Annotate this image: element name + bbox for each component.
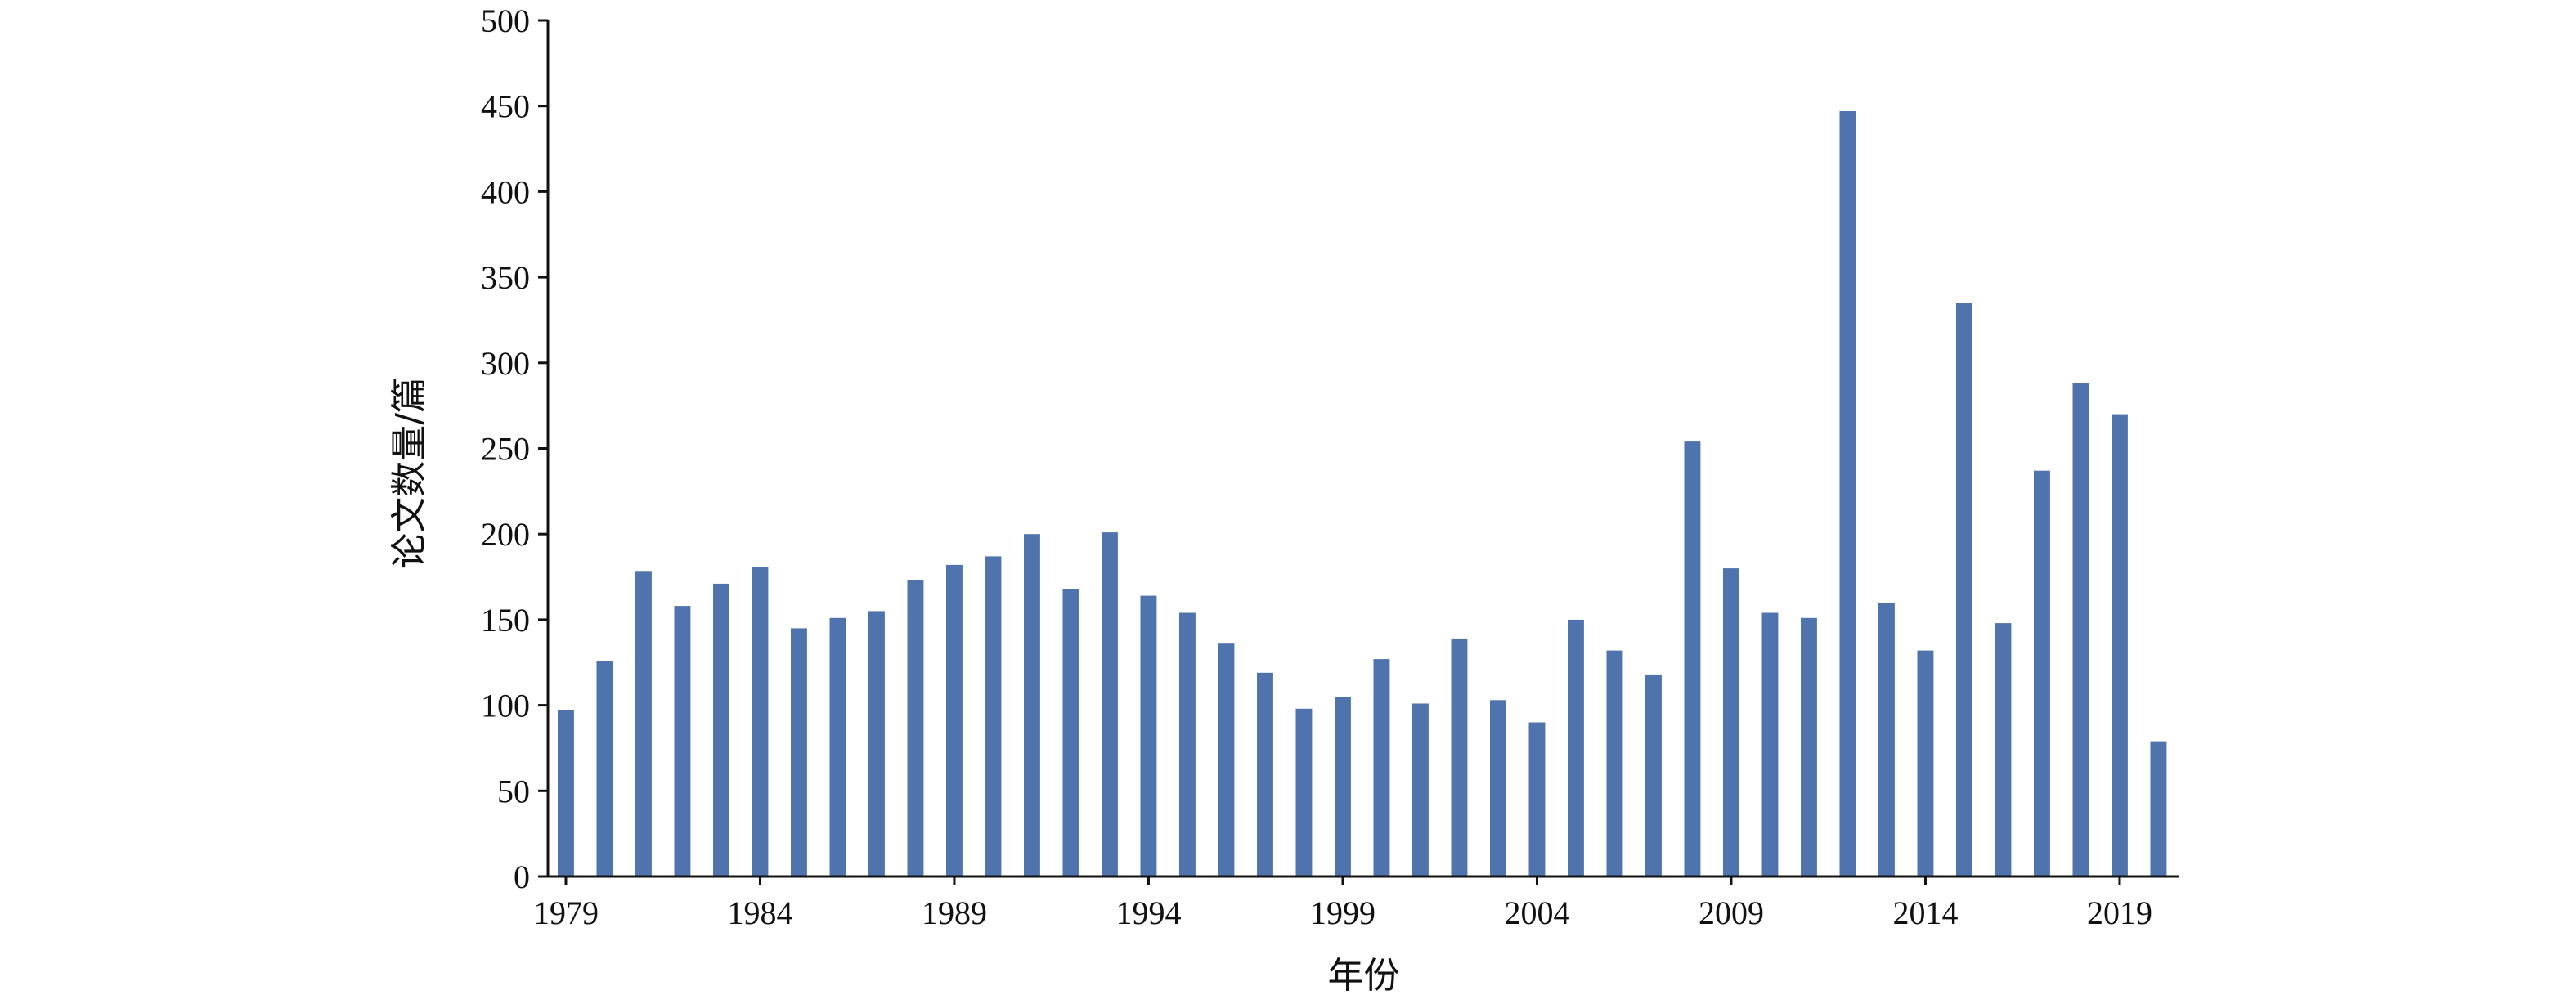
- x-tick-label: 2004: [1504, 894, 1569, 931]
- y-tick-label: 0: [514, 858, 530, 895]
- bar-2011: [1801, 617, 1817, 876]
- bar-2008: [1684, 441, 1701, 876]
- bar-2005: [1568, 619, 1584, 876]
- bar-1980: [596, 661, 613, 876]
- bar-2009: [1723, 568, 1739, 876]
- y-tick-label: 500: [481, 2, 530, 39]
- bar-2014: [1917, 650, 1934, 876]
- x-tick-label: 1984: [727, 894, 792, 931]
- y-tick-label: 250: [481, 431, 530, 468]
- bar-2006: [1606, 650, 1623, 876]
- bar-2016: [1995, 623, 2012, 876]
- bar-2013: [1878, 603, 1895, 876]
- y-tick-label: 300: [481, 345, 530, 382]
- bar-1979: [558, 710, 574, 876]
- x-tick-label: 1994: [1115, 894, 1181, 931]
- bar-1998: [1295, 708, 1313, 876]
- bar-1988: [907, 580, 924, 876]
- bar-1984: [752, 567, 769, 876]
- y-tick-label: 450: [481, 88, 530, 125]
- x-tick-label: 1979: [533, 894, 599, 931]
- bar-1987: [868, 611, 885, 876]
- bar-2012: [1839, 111, 1856, 876]
- bar-1996: [1218, 643, 1235, 876]
- y-tick-label: 400: [481, 173, 530, 210]
- bar-1999: [1335, 697, 1351, 876]
- bar-1992: [1062, 589, 1079, 876]
- x-tick-label: 1989: [922, 894, 987, 931]
- bar-2001: [1412, 703, 1429, 876]
- y-tick-label: 350: [481, 259, 530, 296]
- bar-2010: [1761, 612, 1779, 876]
- bar-2000: [1373, 659, 1390, 876]
- bar-2018: [2072, 383, 2089, 876]
- bars-layer: [558, 111, 2167, 877]
- bar-1981: [635, 571, 652, 876]
- y-tick-label: 50: [497, 773, 530, 809]
- bar-2004: [1528, 722, 1546, 876]
- y-tick-label: 100: [481, 688, 530, 724]
- bar-1989: [946, 564, 963, 876]
- bar-1995: [1179, 612, 1196, 876]
- x-tick-label: 2009: [1699, 894, 1764, 931]
- x-tick-label: 2019: [2087, 894, 2152, 931]
- bar-2017: [2034, 470, 2050, 876]
- x-ticks: 1979 1984 1989 1994 1999 2004 2009 2014 2019: [533, 876, 2152, 931]
- bar-2007: [1645, 674, 1662, 876]
- bar-1993: [1102, 532, 1118, 876]
- bar-1983: [713, 583, 729, 876]
- bar-1985: [791, 628, 807, 876]
- bar-1986: [829, 617, 846, 876]
- y-tick-label: 200: [481, 516, 530, 553]
- bar-1994: [1140, 595, 1157, 876]
- bar-1991: [1024, 534, 1040, 876]
- y-ticks: 0 50 100 150 200 250 300 350 400 450 500: [481, 2, 548, 895]
- bar-1990: [985, 556, 1002, 876]
- x-axis-title: 年份: [1328, 955, 1400, 997]
- bar-2020: [2150, 741, 2167, 876]
- bar-2003: [1490, 700, 1506, 876]
- bar-1982: [674, 606, 691, 876]
- bar-2015: [1956, 303, 1972, 876]
- x-tick-label: 2014: [1892, 894, 1958, 931]
- bar-2002: [1451, 638, 1468, 876]
- x-tick-label: 1999: [1310, 894, 1376, 931]
- bar-1997: [1257, 672, 1273, 876]
- y-tick-label: 150: [481, 602, 530, 639]
- y-axis-title: 论文数量/篇: [388, 377, 430, 569]
- bar-2019: [2112, 414, 2128, 877]
